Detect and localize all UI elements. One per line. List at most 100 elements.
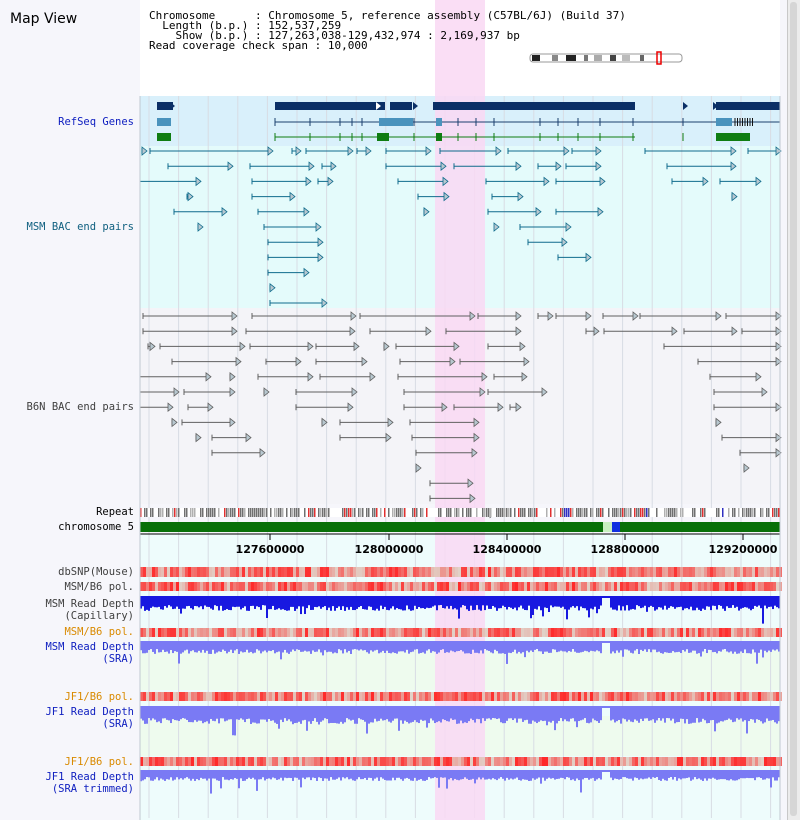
jf1-b6-pol-cell — [182, 692, 185, 701]
jf1-trimmed-depth-bar — [406, 770, 408, 778]
jf1-trimmed-depth-bar — [762, 770, 764, 780]
jf1-sra-depth-bar — [716, 706, 718, 724]
jf1-sra-depth-bar — [484, 706, 486, 721]
jf1-b6-pol-cell — [473, 692, 476, 701]
jf1-b6-pol-cell — [290, 757, 293, 766]
msm-sra-depth-bar — [770, 641, 772, 652]
jf1-b6-pol-cell — [560, 757, 563, 766]
b6n-bac-pair-end — [497, 402, 504, 413]
msm-sra-depth-bar — [228, 641, 230, 652]
msm-b6-pol-cell — [614, 582, 617, 591]
msm-sra-depth-bar — [392, 641, 394, 653]
jf1-b6-pol-cell — [377, 692, 380, 701]
msm-b6-pol-cell — [641, 582, 644, 591]
jf1-sra-depth-bar — [372, 706, 374, 723]
jf1-b6-pol-cell — [209, 692, 212, 701]
jf1-sra-depth-bar — [528, 706, 530, 724]
msm-sra-depth-bar — [390, 641, 392, 654]
jf1-b6-pol-cell — [413, 757, 416, 766]
jf1-sra-depth-bar — [176, 706, 178, 721]
jf1-trimmed-depth-bar — [534, 770, 536, 780]
jf1-b6-pol-cell — [518, 692, 521, 701]
b6n-bac-pair-end — [775, 432, 782, 443]
msm-sra-depth-bar — [170, 641, 172, 651]
vertical-scrollbar[interactable] — [787, 0, 800, 820]
jf1-trimmed-depth-bar — [678, 770, 680, 779]
msm-capillary-depth-bar — [634, 596, 636, 610]
jf1-b6-pol-cell — [512, 692, 515, 701]
jf1-sra-depth-bar — [764, 706, 766, 723]
dbsnp-cell — [416, 567, 419, 577]
jf1-trimmed-depth-bar — [392, 770, 394, 778]
msm-b6-pol-cell — [449, 582, 452, 591]
scrollbar-thumb[interactable] — [790, 2, 797, 816]
jf1-b6-pol-cell — [401, 757, 404, 766]
repeat-element — [476, 508, 478, 517]
dbsnp-cell — [608, 567, 611, 577]
msm-b6-pol-cell — [251, 628, 254, 637]
msm-b6-pol-cell — [635, 628, 638, 637]
msm-b6-pol-cell — [158, 628, 161, 637]
msm-sra-depth-bar — [348, 641, 350, 651]
msm-capillary-depth-bar — [770, 596, 772, 607]
msm-b6-pol-cell — [623, 582, 626, 591]
repeat-element — [692, 508, 694, 517]
msm-b6-pol-cell — [440, 582, 443, 591]
jf1-sra-depth-bar — [296, 706, 298, 723]
jf1-b6-pol-cell — [320, 692, 323, 701]
msm-b6-pol-cell — [617, 582, 620, 591]
jf1-sra-depth-bar — [362, 706, 364, 720]
msm-bac-pair-end — [317, 252, 324, 263]
jf1-trimmed-depth-bar — [220, 770, 222, 789]
msm-sra-depth-bar — [548, 641, 550, 653]
jf1-b6-pol-cell — [551, 757, 554, 766]
repeat-element — [456, 508, 458, 517]
msm-b6-pol-cell — [740, 628, 743, 637]
jf1-trimmed-depth-bar — [702, 770, 704, 781]
ideogram-band — [584, 55, 588, 61]
msm-b6-pol-cell — [767, 628, 770, 637]
jf1-trimmed-depth-bar — [554, 770, 556, 780]
repeat-element — [380, 508, 382, 517]
dbsnp-cell — [581, 567, 584, 577]
jf1-sra-depth-bar — [562, 706, 564, 722]
repeat-element — [546, 508, 548, 517]
msm-capillary-depth-bar — [500, 596, 502, 609]
jf1-trimmed-depth-bar — [630, 770, 632, 779]
msm-sra-depth-bar — [710, 641, 712, 651]
jf1-trimmed-depth-bar — [582, 770, 584, 780]
msm-capillary-depth-bar — [578, 596, 580, 611]
msm-b6-pol-cell — [233, 582, 236, 591]
jf1-sra-depth-bar — [748, 706, 750, 722]
jf1-sra-depth-bar — [366, 706, 368, 734]
msm-capillary-depth-bar — [484, 596, 486, 611]
jf1-sra-depth-bar — [274, 706, 276, 723]
jf1-b6-pol-cell — [224, 692, 227, 701]
jf1-sra-depth-bar — [356, 706, 358, 724]
msm-sra-depth-bar — [198, 641, 200, 651]
msm-sra-depth-bar — [368, 641, 370, 654]
jf1-sra-depth-bar — [320, 706, 322, 722]
msm-b6-pol-cell — [152, 628, 155, 637]
jf1-sra-depth-bar — [350, 706, 352, 721]
msm-b6-pol-cell — [608, 582, 611, 591]
repeat-element — [738, 508, 740, 517]
jf1-sra-depth-bar — [500, 706, 502, 723]
msm-bac-pair-end — [187, 191, 194, 202]
jf1-sra-depth-bar — [676, 706, 678, 723]
repeat-element — [292, 508, 294, 517]
jf1-b6-pol-cell — [620, 757, 623, 766]
b6n-bac-pair-end — [229, 387, 236, 397]
msm-capillary-depth-bar — [626, 596, 628, 606]
msm-sra-depth-bar — [140, 641, 142, 651]
jf1-trimmed-depth-bar — [244, 770, 246, 781]
dbsnp-cell — [359, 567, 362, 577]
dbsnp-cell — [176, 567, 179, 577]
msm-sra-depth-bar — [700, 641, 702, 657]
repeat-element — [748, 508, 750, 517]
msm-b6-pol-cell — [209, 628, 212, 637]
dbsnp-cell — [548, 567, 551, 577]
b6n-bac-pair-end — [632, 311, 639, 321]
msm-sra-depth-bar — [308, 641, 310, 652]
